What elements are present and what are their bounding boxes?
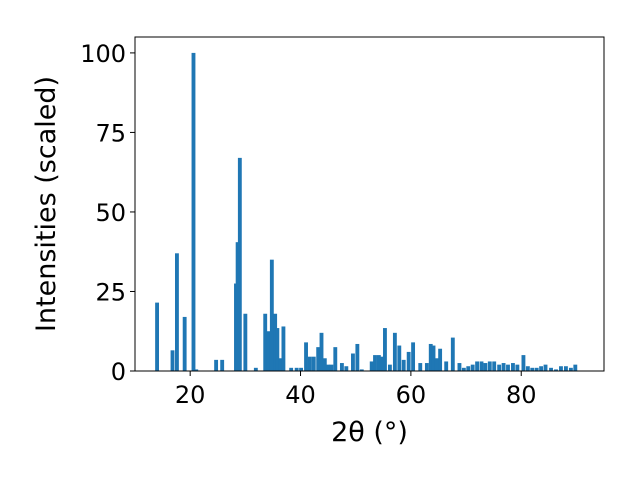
bar: [466, 366, 471, 371]
y-tick-label: 25: [95, 278, 126, 306]
bar: [406, 351, 411, 371]
bar: [470, 364, 475, 371]
bar: [492, 361, 497, 371]
x-axis-label: 2θ (°): [331, 417, 408, 448]
x-tick-label: 60: [396, 381, 427, 409]
y-tick-label: 50: [95, 199, 126, 227]
bar: [506, 364, 510, 371]
x-tick-label: 40: [285, 381, 316, 409]
bar: [457, 363, 462, 371]
bar: [487, 361, 492, 371]
bar: [351, 353, 355, 371]
bar: [401, 359, 406, 371]
bar: [369, 361, 374, 371]
bar: [344, 366, 349, 371]
bar: [273, 313, 278, 371]
bar: [266, 331, 271, 371]
bar: [194, 369, 199, 371]
bars-group: [155, 52, 578, 372]
bar: [329, 364, 334, 371]
bar: [319, 332, 324, 371]
bar: [322, 358, 327, 371]
bar: [479, 361, 484, 371]
bar: [316, 347, 321, 371]
bar: [304, 342, 308, 371]
bar: [355, 343, 360, 371]
bar: [373, 355, 377, 371]
x-tick-label: 80: [506, 381, 537, 409]
y-tick-label: 100: [80, 40, 126, 68]
plot-frame: [134, 36, 605, 372]
bar: [278, 358, 283, 371]
x-tick-label: 20: [175, 381, 206, 409]
bar: [307, 356, 312, 371]
bar: [438, 348, 443, 371]
bar: [243, 313, 248, 371]
bar: [549, 367, 553, 371]
bar: [461, 367, 466, 371]
bar: [220, 359, 225, 371]
bar: [191, 52, 196, 372]
bar: [237, 157, 242, 371]
bar: [263, 313, 268, 371]
bar: [333, 347, 338, 371]
bar: [525, 366, 530, 371]
bar: [379, 356, 384, 371]
bar: [418, 363, 423, 371]
bar: [475, 361, 480, 371]
bar: [175, 253, 179, 371]
bar: [299, 367, 304, 371]
bar: [563, 366, 568, 371]
bar: [182, 316, 187, 371]
bar: [428, 343, 433, 371]
bar: [450, 337, 455, 371]
bar: [326, 364, 331, 371]
bar: [281, 326, 286, 371]
bar: [387, 364, 392, 371]
bar: [411, 342, 416, 371]
bar: [339, 363, 344, 371]
bar: [521, 355, 526, 371]
bar: [543, 364, 548, 371]
bar: [573, 364, 578, 371]
y-tick-label: 0: [111, 358, 126, 386]
bar: [534, 367, 539, 371]
bar: [253, 367, 258, 371]
y-tick-label: 75: [95, 119, 126, 147]
bar: [431, 345, 436, 371]
bar: [444, 361, 449, 371]
bar: [383, 328, 387, 371]
y-axis-label: Intensities (scaled): [31, 76, 62, 332]
bar: [424, 363, 429, 371]
bar: [483, 363, 488, 371]
bar: [275, 328, 280, 371]
bar: [559, 366, 563, 371]
bar: [511, 363, 515, 371]
bar: [359, 369, 364, 371]
bar: [269, 259, 274, 371]
bar: [376, 355, 381, 371]
bar: [497, 364, 502, 371]
bar: [311, 356, 316, 371]
bar: [515, 364, 520, 371]
bar: [155, 302, 160, 371]
bar: [539, 366, 544, 371]
bar: [568, 367, 573, 371]
bar: [530, 367, 535, 371]
bar: [289, 367, 294, 371]
bar: [214, 359, 219, 371]
bar: [397, 345, 402, 371]
bar: [434, 358, 439, 371]
bar: [501, 363, 506, 371]
bar: [554, 369, 558, 371]
bar: [392, 332, 397, 371]
x-axis-ticks: 20 40 60 80: [175, 371, 537, 409]
bar: [170, 350, 175, 371]
bar: [294, 367, 299, 371]
bar: [235, 242, 240, 371]
y-axis-ticks: 0 25 50 75 100: [80, 40, 135, 386]
